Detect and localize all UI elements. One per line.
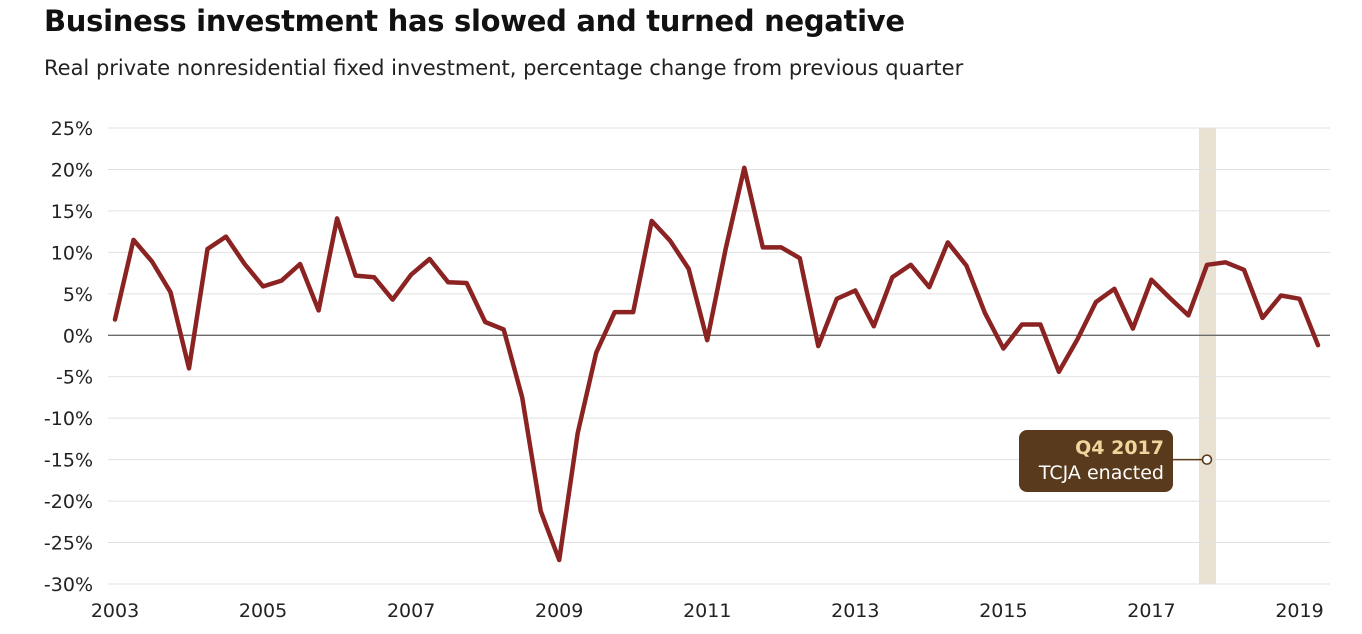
highlight-band	[1198, 128, 1216, 584]
x-tick-label: 2015	[979, 600, 1027, 622]
x-tick-label: 2005	[239, 600, 287, 622]
annotation-title: Q4 2017	[1075, 437, 1164, 459]
y-tick-label: -25%	[44, 533, 93, 555]
x-tick-label: 2011	[683, 600, 731, 622]
y-tick-label: 5%	[63, 284, 93, 306]
y-tick-label: 0%	[63, 325, 93, 347]
annotation-text: TCJA enacted	[1038, 462, 1164, 484]
x-tick-label: 2003	[91, 600, 139, 622]
y-tick-label: 10%	[51, 242, 93, 264]
x-tick-label: 2007	[387, 600, 435, 622]
x-tick-label: 2013	[831, 600, 879, 622]
y-tick-label: 15%	[51, 201, 93, 223]
y-tick-label: -10%	[44, 408, 93, 430]
x-tick-label: 2009	[535, 600, 583, 622]
series-line	[112, 165, 1321, 563]
y-tick-label: 20%	[51, 159, 93, 181]
chart-title: Business investment has slowed and turne…	[44, 4, 905, 38]
x-tick-label: 2017	[1127, 600, 1175, 622]
y-tick-label: 25%	[51, 118, 93, 140]
y-tick-label: -5%	[56, 367, 93, 389]
y-tick-label: -15%	[44, 450, 93, 472]
y-tick-label: -30%	[44, 574, 93, 596]
y-tick-label: -20%	[44, 491, 93, 513]
x-tick-label: 2019	[1275, 600, 1323, 622]
chart-subtitle: Real private nonresidential fixed invest…	[44, 56, 964, 80]
annotation-box: Q4 2017 TCJA enacted	[1019, 430, 1173, 492]
annotation-marker	[1201, 454, 1213, 465]
